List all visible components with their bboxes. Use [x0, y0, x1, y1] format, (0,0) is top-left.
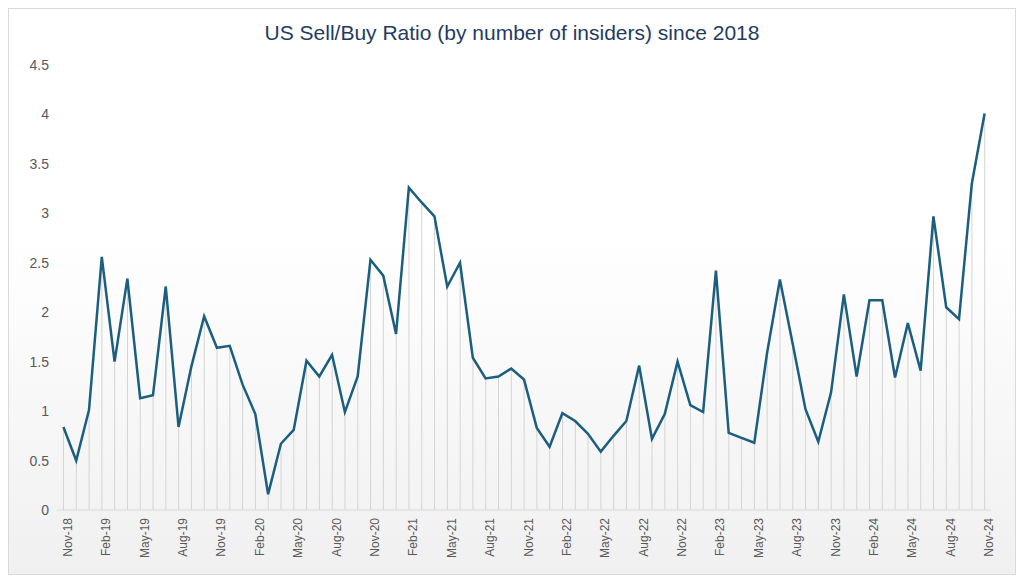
html-text:US Sell/Buy Ratio (by number o: US Sell/Buy Ratio (by number of insiders… — [264, 21, 760, 44]
svg-text:May-20: May-20 — [291, 518, 305, 558]
svg-text:Nov-18: Nov-18 — [61, 518, 75, 557]
svg-text:3.5: 3.5 — [30, 156, 50, 172]
svg-text:Aug-24: Aug-24 — [944, 518, 958, 557]
svg-text:Aug-22: Aug-22 — [637, 518, 651, 557]
svg-text:Nov-23: Nov-23 — [829, 518, 843, 557]
svg-text:3: 3 — [41, 205, 49, 221]
svg-text:Feb-20: Feb-20 — [253, 518, 267, 556]
svg-text:Feb-21: Feb-21 — [406, 518, 420, 556]
svg-text:Aug-21: Aug-21 — [483, 518, 497, 557]
svg-text:May-22: May-22 — [598, 518, 612, 558]
svg-text:May-19: May-19 — [138, 518, 152, 558]
svg-text:Feb-22: Feb-22 — [560, 518, 574, 556]
svg-text:Nov-20: Nov-20 — [368, 518, 382, 557]
svg-text:2.5: 2.5 — [30, 255, 50, 271]
svg-text:Nov-19: Nov-19 — [214, 518, 228, 557]
svg-text:Aug-19: Aug-19 — [176, 518, 190, 557]
svg-text:Aug-23: Aug-23 — [790, 518, 804, 557]
svg-text:May-23: May-23 — [752, 518, 766, 558]
svg-text:0.5: 0.5 — [30, 453, 50, 469]
svg-text:1: 1 — [41, 403, 49, 419]
svg-text:1.5: 1.5 — [30, 354, 50, 370]
svg-text:Feb-24: Feb-24 — [867, 518, 881, 556]
svg-text:May-21: May-21 — [445, 518, 459, 558]
svg-text:4.5: 4.5 — [30, 57, 50, 73]
svg-text:Feb-19: Feb-19 — [99, 518, 113, 556]
svg-text:Nov-22: Nov-22 — [675, 518, 689, 557]
svg-text:0: 0 — [41, 502, 49, 518]
svg-text:Nov-21: Nov-21 — [522, 518, 536, 557]
svg-text:Nov-24: Nov-24 — [982, 518, 996, 557]
svg-text:Aug-20: Aug-20 — [330, 518, 344, 557]
svg-text:4: 4 — [41, 106, 49, 122]
svg-text:2: 2 — [41, 304, 49, 320]
svg-text:Feb-23: Feb-23 — [713, 518, 727, 556]
svg-text:May-24: May-24 — [905, 518, 919, 558]
